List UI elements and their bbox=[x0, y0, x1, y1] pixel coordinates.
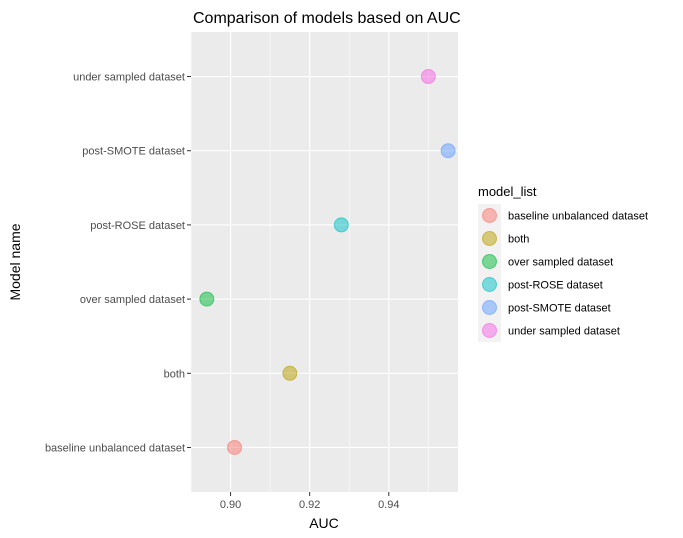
chart-title: Comparison of models based on AUC bbox=[193, 10, 461, 27]
legend-label: baseline unbalanced dataset bbox=[508, 211, 648, 223]
data-point bbox=[227, 439, 243, 455]
legend-title: model_list bbox=[478, 184, 537, 199]
plot-panel bbox=[190, 32, 458, 492]
legend-label: over sampled dataset bbox=[508, 257, 613, 269]
legend-marker bbox=[482, 277, 497, 292]
legend-marker bbox=[482, 231, 497, 246]
x-tick-label: 0.92 bbox=[299, 499, 320, 511]
legend: model_list baseline unbalanced dataset bo… bbox=[478, 184, 648, 342]
y-tick-label: both bbox=[164, 368, 185, 380]
legend-label: under sampled dataset bbox=[508, 326, 620, 338]
data-point bbox=[199, 291, 215, 307]
y-tick-label: baseline unbalanced dataset bbox=[45, 442, 185, 454]
y-axis-ticks: baseline unbalanced dataset both over samp… bbox=[45, 72, 191, 454]
data-points bbox=[199, 69, 456, 455]
legend-label: both bbox=[508, 234, 529, 246]
data-point bbox=[440, 143, 456, 159]
x-axis-ticks: 0.90 0.92 0.94 bbox=[220, 492, 399, 511]
y-tick-label: under sampled dataset bbox=[73, 72, 185, 84]
panel-background bbox=[191, 32, 458, 492]
y-tick-label: over sampled dataset bbox=[80, 294, 185, 306]
y-tick-label: post-SMOTE dataset bbox=[82, 146, 185, 158]
data-point bbox=[420, 69, 436, 85]
y-tick-label: post-ROSE dataset bbox=[90, 220, 185, 232]
legend-label: post-ROSE dataset bbox=[508, 280, 603, 292]
legend-label: post-SMOTE dataset bbox=[508, 303, 611, 315]
y-axis-title: Model name bbox=[7, 223, 23, 300]
data-point bbox=[282, 365, 298, 381]
data-point bbox=[333, 217, 349, 233]
legend-marker bbox=[482, 208, 497, 223]
legend-marker bbox=[482, 323, 497, 338]
x-tick-label: 0.94 bbox=[378, 499, 399, 511]
legend-marker bbox=[482, 254, 497, 269]
x-axis-title: AUC bbox=[309, 515, 339, 531]
legend-marker bbox=[482, 300, 497, 315]
x-tick-label: 0.90 bbox=[220, 499, 241, 511]
